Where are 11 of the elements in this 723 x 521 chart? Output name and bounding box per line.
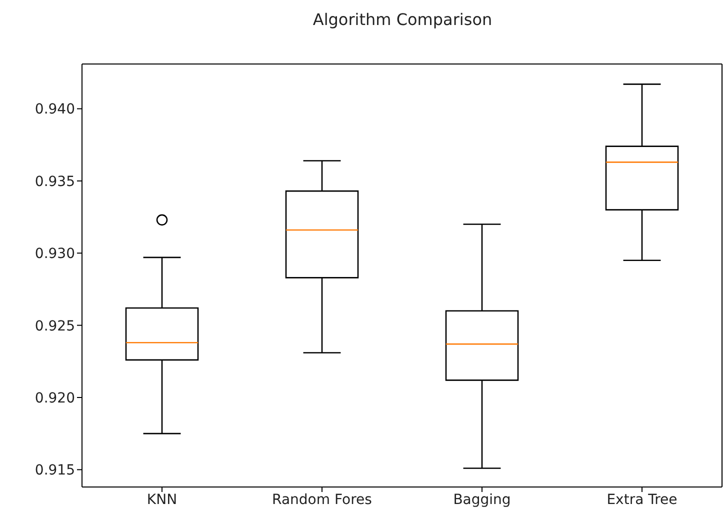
x-tick-label: KNN [146,492,178,508]
y-tick-label: 0.920 [34,390,75,406]
y-tick-label: 0.930 [34,246,75,262]
y-tick-label: 0.925 [34,318,75,334]
y-tick-label: 0.940 [34,102,75,118]
y-tick-label: 0.935 [34,174,75,190]
x-tick-label: Random Fores [272,492,372,508]
x-tick-label: Bagging [453,492,511,508]
y-tick-label: 0.915 [34,462,75,479]
chart-title: Algorithm Comparison [312,10,494,29]
x-tick-label: Extra Tree [606,492,678,508]
